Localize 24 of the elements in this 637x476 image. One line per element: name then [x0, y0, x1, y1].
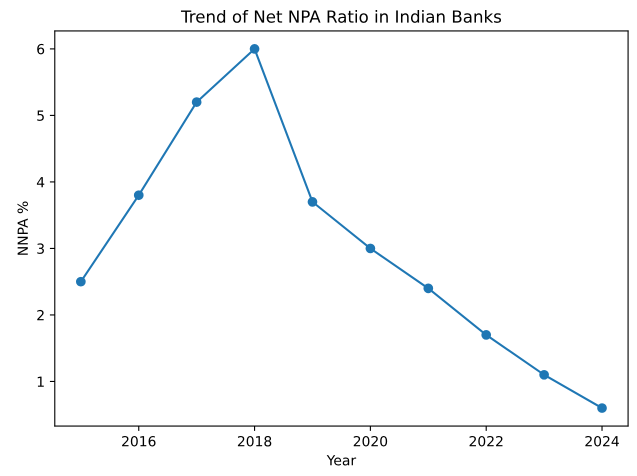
y-tick-label: 4	[36, 177, 44, 188]
point	[539, 370, 549, 380]
y-tick-label: 1	[38, 376, 44, 387]
point	[192, 97, 202, 107]
point	[308, 197, 318, 207]
point	[250, 44, 260, 54]
point	[423, 283, 434, 294]
x-tick-label: 2024	[585, 436, 619, 446]
y-tick-label: 5	[37, 110, 44, 121]
point	[597, 403, 607, 413]
y-axis-title: NNPA %	[17, 202, 28, 255]
y-tick-label: 2	[37, 310, 44, 320]
x-tick-label: 2022	[470, 436, 502, 446]
point	[134, 190, 144, 200]
x-axis-title: Year	[326, 455, 356, 466]
x-tick-label: 2018	[238, 436, 272, 446]
chart-title: Trend of Net NPA Ratio in Indian Banks	[180, 10, 502, 23]
y-tick-label: 6	[37, 44, 44, 54]
point	[76, 276, 86, 287]
point	[366, 244, 376, 254]
x-tick-label: 2016	[122, 436, 156, 446]
x-tick-label: 2020	[354, 436, 388, 446]
point	[481, 330, 492, 340]
y-tick-label: 3	[37, 243, 44, 254]
